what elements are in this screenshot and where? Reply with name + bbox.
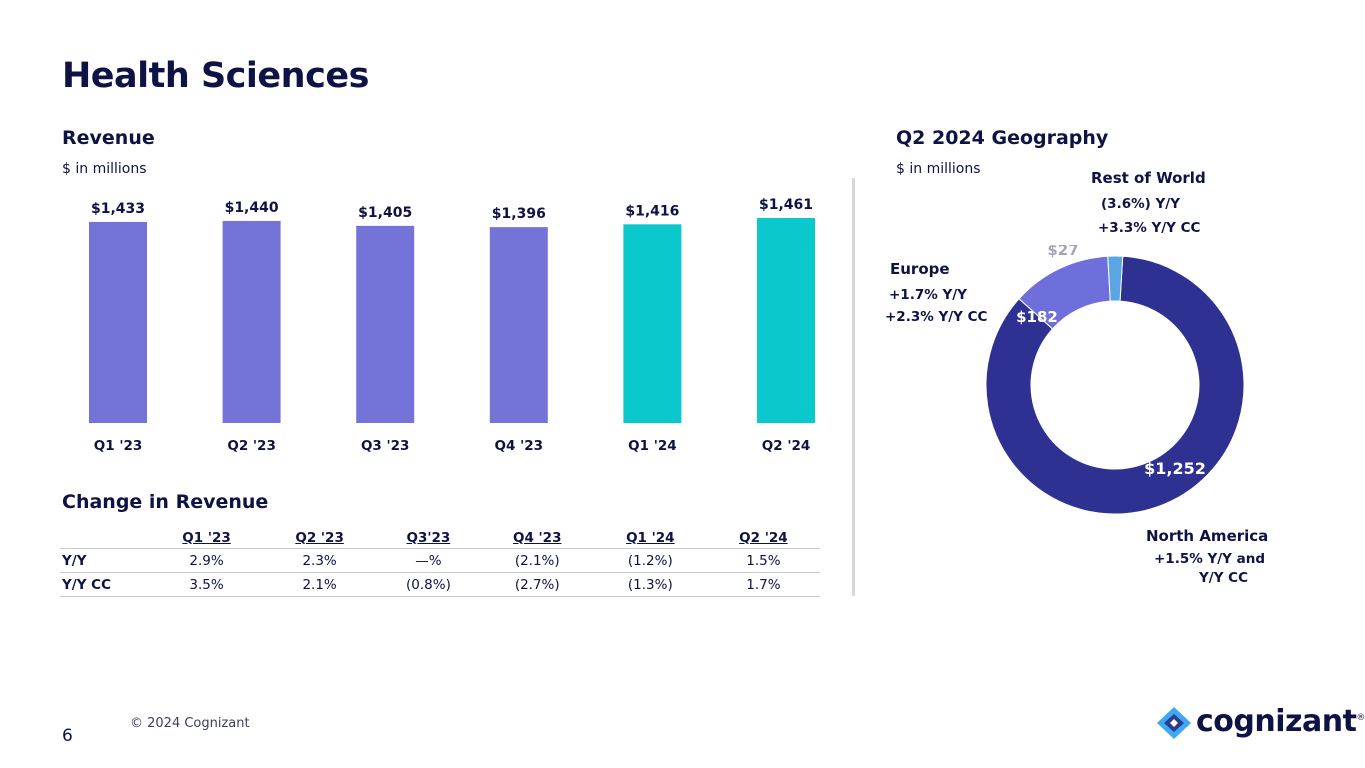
- europe-yycc: +2.3% Y/Y CC: [885, 309, 988, 325]
- geography-unit: $ in millions: [896, 161, 981, 177]
- row-label: Y/Y CC: [60, 572, 150, 597]
- row-label: Y/Y: [60, 548, 150, 573]
- x-tick-label: Q1 '23: [94, 438, 143, 454]
- table-cell: 2.3%: [263, 548, 377, 573]
- x-tick-label: Q3 '23: [361, 438, 410, 454]
- section-divider: [852, 178, 855, 596]
- column-header: Q3'23: [406, 529, 451, 546]
- logo-wordmark: cognizant®: [1196, 704, 1365, 739]
- page-number: 6: [62, 726, 73, 746]
- donut-value-label: $182: [1016, 308, 1058, 326]
- revenue-bar: [623, 224, 682, 423]
- bar-value-label: $1,396: [492, 206, 546, 222]
- donut-slice: [1107, 255, 1124, 302]
- table-cell: —%: [376, 548, 481, 573]
- north-america-yycc: Y/Y CC: [1199, 570, 1248, 586]
- x-tick-label: Q2 '24: [762, 438, 811, 454]
- column-header: Q2 '24: [739, 529, 788, 546]
- header-blank: [60, 527, 150, 549]
- north-america-label: North America: [1146, 527, 1269, 545]
- copyright-text: © 2024 Cognizant: [130, 716, 250, 731]
- column-header: Q2 '23: [295, 529, 344, 546]
- europe-yy: +1.7% Y/Y: [889, 287, 967, 303]
- table-cell: (2.7%): [480, 572, 594, 597]
- page-title: Health Sciences: [62, 56, 369, 96]
- logo-registered-mark: ®: [1356, 713, 1365, 723]
- revenue-bar: [757, 218, 815, 423]
- bar-value-label: $1,416: [625, 203, 679, 219]
- bar-value-label: $1,461: [759, 197, 813, 213]
- table-row: Y/Y 2.9% 2.3% —% (2.1%) (1.2%) 1.5%: [60, 548, 820, 573]
- table-cell: 3.5%: [150, 572, 264, 597]
- change-heading: Change in Revenue: [62, 491, 269, 513]
- rest-of-world-yycc: +3.3% Y/Y CC: [1098, 220, 1201, 236]
- revenue-bar: [89, 221, 147, 423]
- x-tick-label: Q2 '23: [227, 438, 276, 454]
- x-tick-label: Q1 '24: [628, 438, 677, 454]
- change-table: Q1 '23 Q2 '23 Q3'23 Q4 '23 Q1 '24 Q2 '24…: [60, 527, 820, 597]
- donut-slice: [985, 255, 1245, 515]
- column-header: Q1 '23: [182, 529, 231, 546]
- table-cell: 1.5%: [706, 548, 820, 573]
- donut-value-label: $1,252: [1144, 459, 1206, 478]
- bar-value-label: $1,405: [358, 205, 412, 221]
- north-america-yy: +1.5% Y/Y and: [1154, 551, 1266, 567]
- donut-value-label: $27: [1047, 245, 1078, 259]
- table-cell: 2.1%: [263, 572, 377, 597]
- revenue-unit: $ in millions: [62, 161, 147, 177]
- table-cell: (2.1%): [480, 548, 594, 573]
- revenue-bar-chart: $1,433 Q1 '23 $1,440 Q2 '23 $1,405 Q3 '23 $1,3…: [89, 197, 815, 454]
- column-header: Q4 '23: [512, 529, 562, 546]
- change-table-header: Q1 '23 Q2 '23 Q3'23 Q4 '23 Q1 '24 Q2 '24: [60, 527, 820, 549]
- geography-donut-chart: $1,252 $182 $27: [985, 245, 1245, 515]
- x-tick-label: Q4 '23: [495, 438, 544, 454]
- table-row: Y/Y CC 3.5% 2.1% (0.8%) (2.7%) (1.3%) 1.…: [60, 572, 820, 597]
- column-header: Q1 '24: [626, 529, 675, 546]
- revenue-bar: [356, 225, 415, 423]
- revenue-bar: [489, 227, 548, 423]
- table-cell: (1.2%): [593, 548, 707, 573]
- geography-heading: Q2 2024 Geography: [896, 127, 1109, 149]
- bar-value-label: $1,440: [225, 200, 279, 216]
- table-cell: 1.7%: [706, 572, 820, 597]
- revenue-bar: [222, 220, 281, 423]
- table-cell: (1.3%): [593, 572, 707, 597]
- revenue-heading: Revenue: [62, 127, 155, 149]
- table-cell: (0.8%): [376, 572, 481, 597]
- cognizant-logo-icon: [1157, 707, 1191, 739]
- rest-of-world-yy: (3.6%) Y/Y: [1101, 196, 1180, 212]
- rest-of-world-label: Rest of World: [1091, 169, 1206, 187]
- bar-value-label: $1,433: [91, 201, 145, 217]
- table-cell: 2.9%: [150, 548, 264, 573]
- logo-text: cognizant: [1196, 704, 1357, 739]
- europe-label: Europe: [890, 260, 950, 278]
